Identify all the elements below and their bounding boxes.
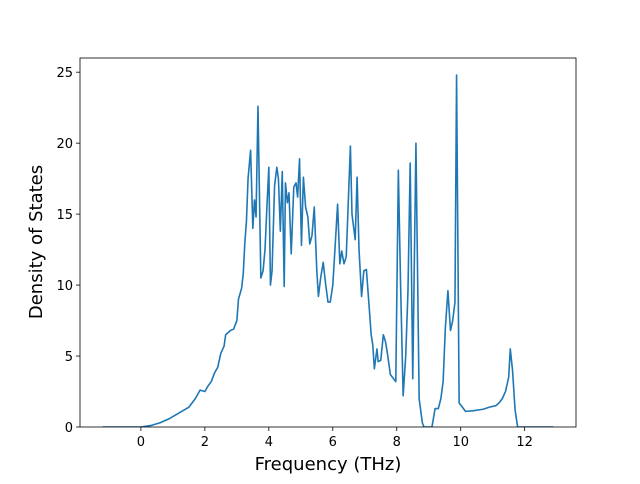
x-axis-label: Frequency (THz) xyxy=(255,454,402,475)
y-tick-label: 5 xyxy=(65,350,73,365)
x-tick-label: 10 xyxy=(452,435,469,450)
x-tick-label: 12 xyxy=(516,435,533,450)
density-line xyxy=(102,74,554,427)
y-axis-label: Density of States xyxy=(26,165,47,319)
y-tick-label: 25 xyxy=(56,66,73,81)
y-tick-label: 20 xyxy=(56,137,73,152)
y-tick-label: 10 xyxy=(56,279,73,294)
x-tick-label: 6 xyxy=(329,435,337,450)
plot-frame xyxy=(79,57,577,428)
y-tick-label: 0 xyxy=(65,421,73,436)
y-tick-label: 15 xyxy=(56,208,73,223)
x-tick-label: 0 xyxy=(137,435,145,450)
x-tick-label: 8 xyxy=(393,435,401,450)
x-tick-label: 2 xyxy=(201,435,209,450)
x-tick-label: 4 xyxy=(265,435,273,450)
